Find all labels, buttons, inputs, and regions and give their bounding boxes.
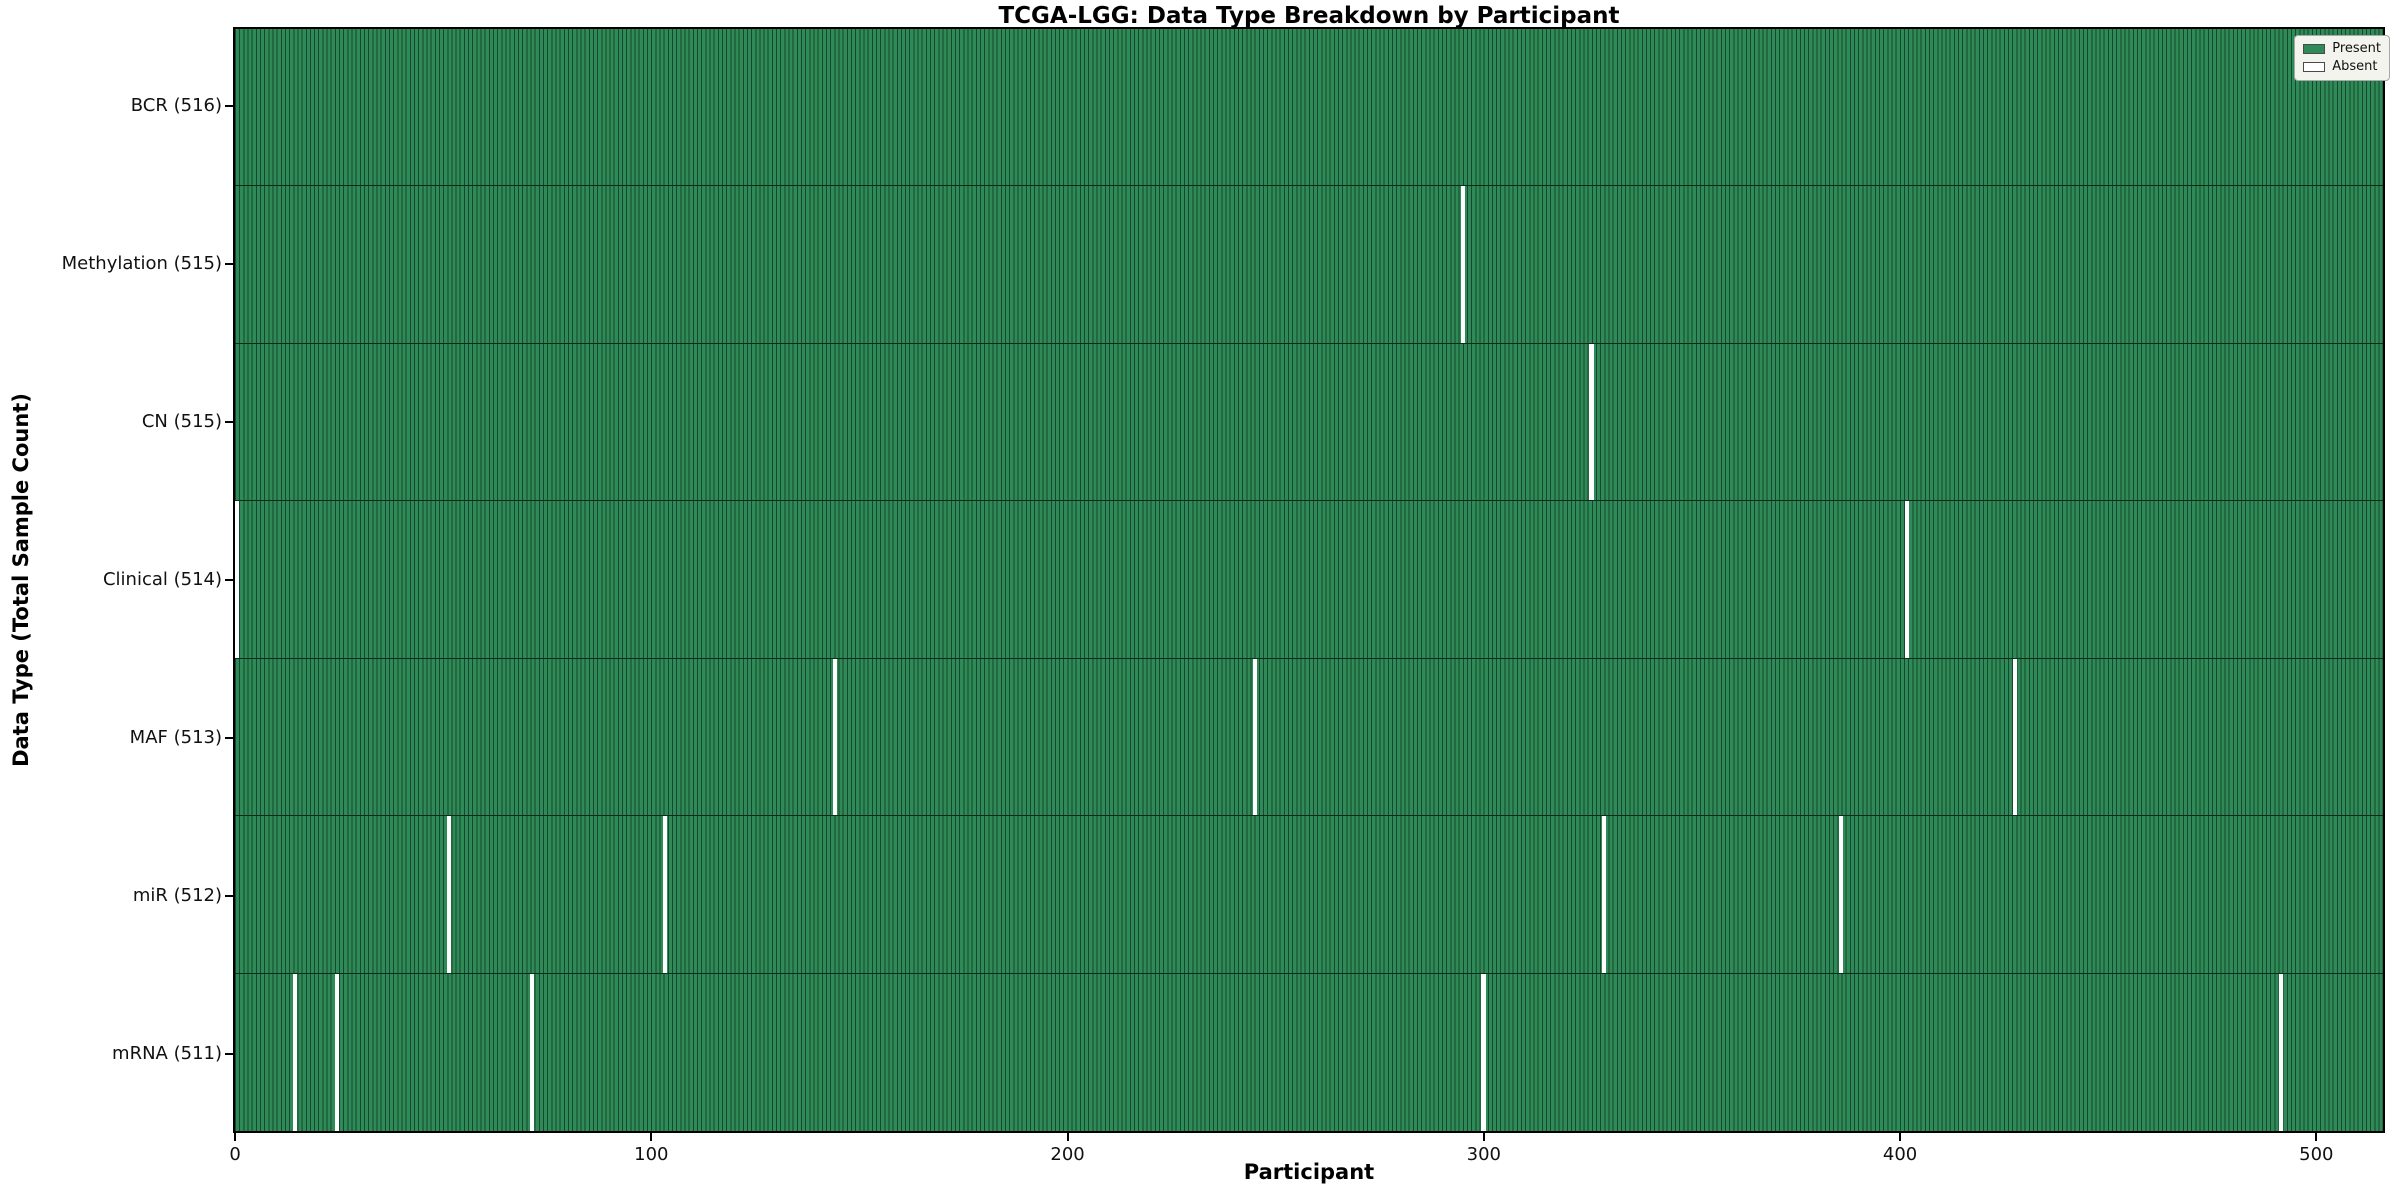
ytick-mark-Clinical bbox=[225, 579, 233, 581]
data-type-row-mRNA bbox=[235, 973, 2383, 1131]
xtick-mark-200 bbox=[1066, 1133, 1069, 1141]
ytick-label-mRNA: mRNA (511) bbox=[112, 1043, 222, 1064]
absent-gap-Clinical-0 bbox=[235, 501, 240, 658]
xtick-mark-0 bbox=[234, 1133, 237, 1141]
xtick-label-100: 100 bbox=[634, 1144, 669, 1165]
xtick-mark-400 bbox=[1899, 1133, 1902, 1141]
xtick-label-200: 200 bbox=[1050, 1144, 1085, 1165]
absent-gap-miR-386 bbox=[1838, 816, 1843, 973]
xtick-mark-300 bbox=[1482, 1133, 1485, 1141]
absent-gap-CN-326 bbox=[1589, 343, 1594, 501]
absent-gap-MAF-428 bbox=[2013, 658, 2018, 816]
ytick-mark-mRNA bbox=[225, 1053, 233, 1055]
xtick-mark-100 bbox=[650, 1133, 653, 1141]
legend: Present Absent bbox=[2294, 35, 2390, 81]
ytick-label-BCR: BCR (516) bbox=[130, 95, 222, 116]
legend-entry-absent: Absent bbox=[2303, 60, 2381, 74]
xtick-mark-500 bbox=[2315, 1133, 2318, 1141]
absent-gap-mRNA-300 bbox=[1481, 973, 1486, 1131]
ytick-mark-CN bbox=[225, 421, 233, 423]
data-type-row-BCR bbox=[235, 29, 2383, 187]
data-type-row-Methylation bbox=[235, 186, 2383, 344]
data-type-row-CN bbox=[235, 343, 2383, 502]
absent-gap-miR-329 bbox=[1601, 816, 1607, 973]
absent-gap-MAF-245 bbox=[1252, 658, 1258, 816]
legend-label-absent: Absent bbox=[2332, 59, 2378, 74]
xtick-label-300: 300 bbox=[1466, 1144, 1501, 1165]
ytick-label-Methylation: Methylation (515) bbox=[61, 253, 222, 274]
absent-gap-miR-103 bbox=[662, 816, 668, 973]
absent-gap-mRNA-492 bbox=[2279, 973, 2284, 1131]
absent-gap-mRNA-24 bbox=[334, 973, 339, 1131]
ytick-label-miR: miR (512) bbox=[132, 885, 222, 906]
xtick-label-0: 0 bbox=[229, 1144, 241, 1165]
x-axis-label: Participant bbox=[1243, 1160, 1375, 1184]
data-type-row-MAF bbox=[235, 658, 2383, 817]
present-swatch-icon bbox=[2303, 44, 2326, 54]
absent-gap-mRNA-71 bbox=[529, 973, 535, 1131]
ytick-label-Clinical: Clinical (514) bbox=[102, 569, 222, 590]
ytick-mark-Methylation bbox=[225, 263, 233, 265]
absent-gap-Clinical-402 bbox=[1905, 501, 1910, 658]
absent-gap-miR-51 bbox=[446, 816, 452, 973]
data-type-row-Clinical bbox=[235, 501, 2383, 659]
absent-gap-Methylation-295 bbox=[1460, 186, 1465, 343]
data-type-row-miR bbox=[235, 816, 2383, 974]
xtick-label-400: 400 bbox=[1882, 1144, 1918, 1165]
ytick-mark-miR bbox=[225, 895, 233, 897]
absent-gap-MAF-144 bbox=[833, 658, 838, 816]
legend-label-present: Present bbox=[2332, 41, 2381, 56]
legend-entry-present: Present bbox=[2303, 42, 2381, 56]
presence-matrix bbox=[235, 29, 2383, 1131]
ytick-label-MAF: MAF (513) bbox=[129, 727, 222, 748]
ytick-mark-MAF bbox=[225, 737, 233, 739]
ytick-mark-BCR bbox=[225, 105, 233, 107]
ytick-label-CN: CN (515) bbox=[141, 411, 222, 432]
absent-swatch-icon bbox=[2303, 62, 2326, 72]
plot-area: Present Absent bbox=[233, 27, 2390, 1133]
absent-gap-mRNA-14 bbox=[293, 973, 298, 1131]
xtick-label-500: 500 bbox=[2299, 1144, 2334, 1165]
chart-title: TCGA-LGG: Data Type Breakdown by Partici… bbox=[998, 3, 1620, 29]
